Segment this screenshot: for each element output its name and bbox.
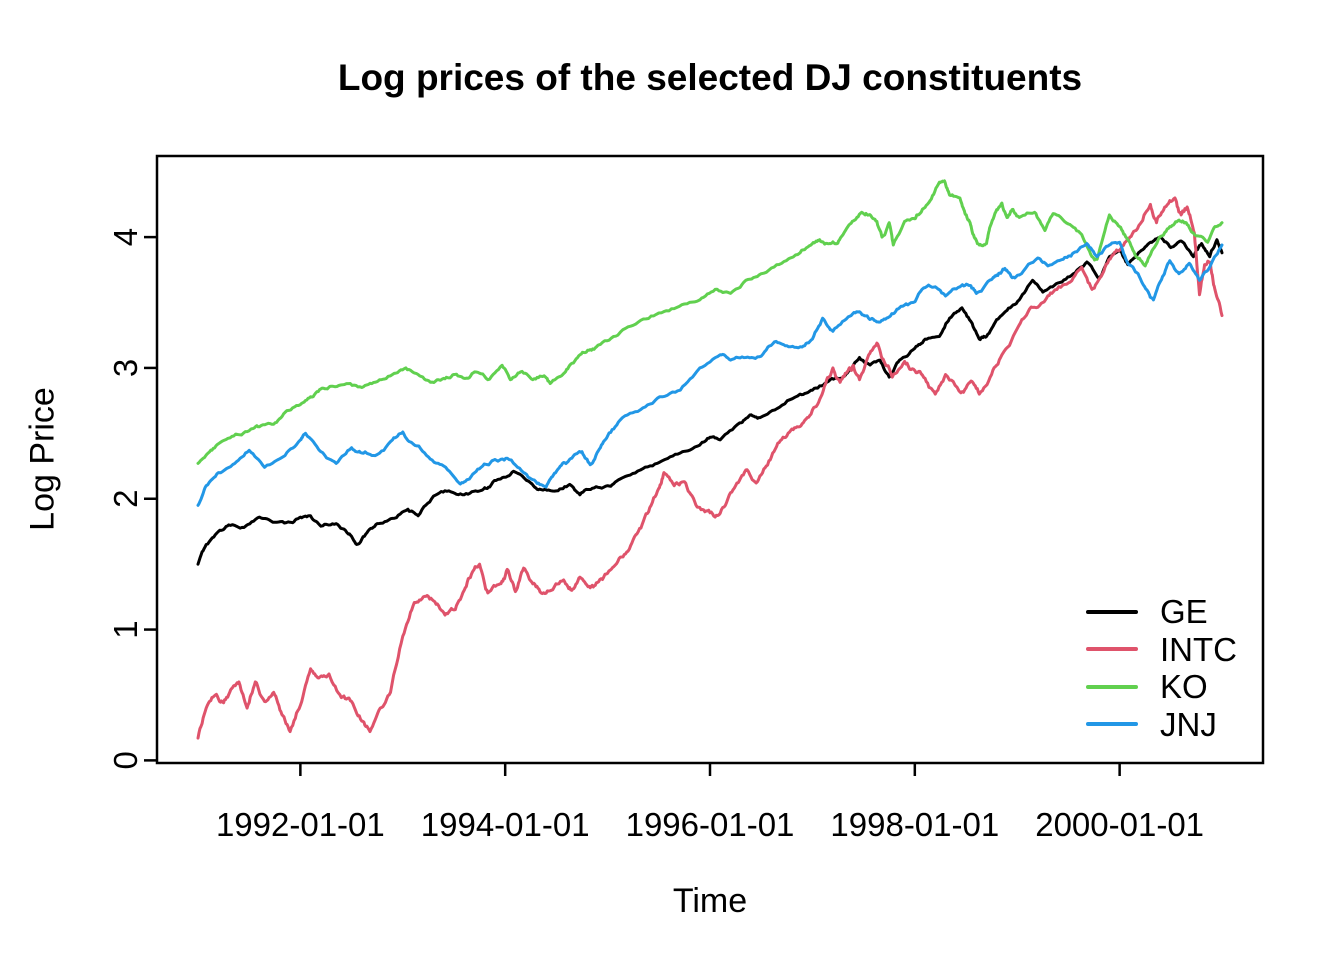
y-tick-label: 3 (107, 359, 144, 377)
legend-line-swatch-intc (1086, 647, 1138, 652)
legend-label-ko: KO (1160, 668, 1208, 705)
legend-label-jnj: JNJ (1160, 705, 1217, 743)
series-line-ko (196, 179, 1224, 465)
series-line-intc (196, 196, 1224, 740)
y-tick-label: 1 (107, 620, 144, 638)
legend-item-jnj: JNJ (1086, 706, 1237, 744)
y-axis-ticks: 0 1 2 3 4 (107, 228, 157, 770)
legend-line-swatch-ko (1086, 684, 1138, 689)
chart-title: Log prices of the selected DJ constituen… (337, 57, 1083, 98)
x-tick-label: 2000-01-01 (1035, 806, 1204, 843)
legend-item-intc: INTC (1086, 631, 1237, 669)
x-tick-label: 1994-01-01 (421, 806, 590, 843)
legend-item-ko: KO (1086, 668, 1237, 706)
series-line-jnj (196, 240, 1224, 507)
legend-line-swatch-jnj (1086, 722, 1138, 727)
y-tick-label: 2 (107, 490, 144, 508)
series-line-ge (196, 235, 1224, 566)
y-axis-title: Log Price (23, 387, 62, 531)
x-tick-label: 1992-01-01 (216, 806, 385, 843)
y-tick-label: 0 (107, 751, 144, 769)
legend-label-intc: INTC (1160, 630, 1237, 668)
legend-item-ge: GE (1086, 593, 1237, 631)
x-axis-title: Time (672, 882, 748, 920)
x-axis-ticks: 1992-01-01 1994-01-01 1996-01-01 1998-01-01… (216, 763, 1204, 843)
series-lines (196, 179, 1224, 740)
legend-line-swatch-ge (1086, 609, 1138, 614)
legend-label-ge: GE (1160, 593, 1208, 630)
legend: GE INTC KO JNJ (1086, 593, 1237, 743)
x-tick-label: 1998-01-01 (830, 806, 999, 843)
x-tick-label: 1996-01-01 (626, 806, 795, 843)
y-tick-label: 4 (107, 228, 144, 246)
